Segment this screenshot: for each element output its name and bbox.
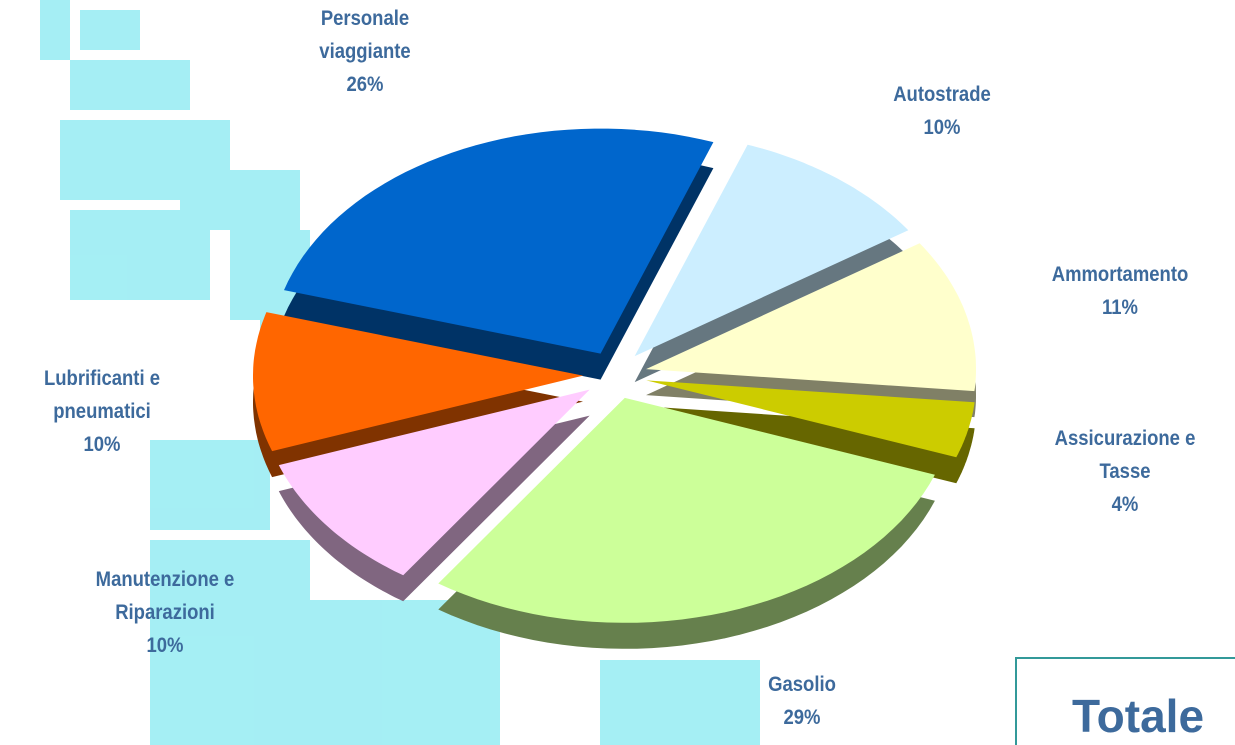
category-label: Assicurazione e Tasse [1054, 427, 1196, 483]
slice-label: Ammortamento 11% [1023, 258, 1217, 324]
slice [278, 389, 590, 576]
value-label: 10% [83, 433, 121, 456]
slice-label: Autostrade 10% [845, 78, 1039, 144]
value-label: 29% [783, 706, 821, 729]
slice-label: Manutenzione e Riparazioni 10% [64, 563, 266, 662]
value-label: 10% [146, 634, 184, 657]
category-label: Lubrificanti e pneumatici [43, 367, 161, 423]
value-label: 4% [1111, 493, 1139, 516]
slice [253, 312, 584, 452]
category-label: Ammortamento [1051, 263, 1189, 286]
slice-label: Personale viaggiante 26% [295, 2, 436, 101]
slice [284, 128, 714, 354]
slice-label: Lubrificanti e pneumatici 10% [14, 362, 190, 461]
slice [646, 380, 975, 458]
category-label: Gasolio [768, 673, 836, 696]
category-label: Autostrade [893, 83, 991, 106]
category-label: Manutenzione e Riparazioni [95, 568, 235, 624]
slice-label: Assicurazione e Tasse 4% [1033, 422, 1218, 521]
total-box [1015, 657, 1235, 745]
value-label: 26% [346, 73, 384, 96]
slice-label: Gasolio 29% [732, 668, 873, 734]
slice [646, 243, 976, 392]
category-label: Personale viaggiante [319, 7, 411, 63]
value-label: 11% [1102, 296, 1138, 319]
slice [634, 144, 909, 357]
value-label: 10% [923, 116, 961, 139]
slice [438, 397, 935, 623]
total-label: Totale [1072, 690, 1204, 742]
background-pattern [40, 0, 760, 745]
